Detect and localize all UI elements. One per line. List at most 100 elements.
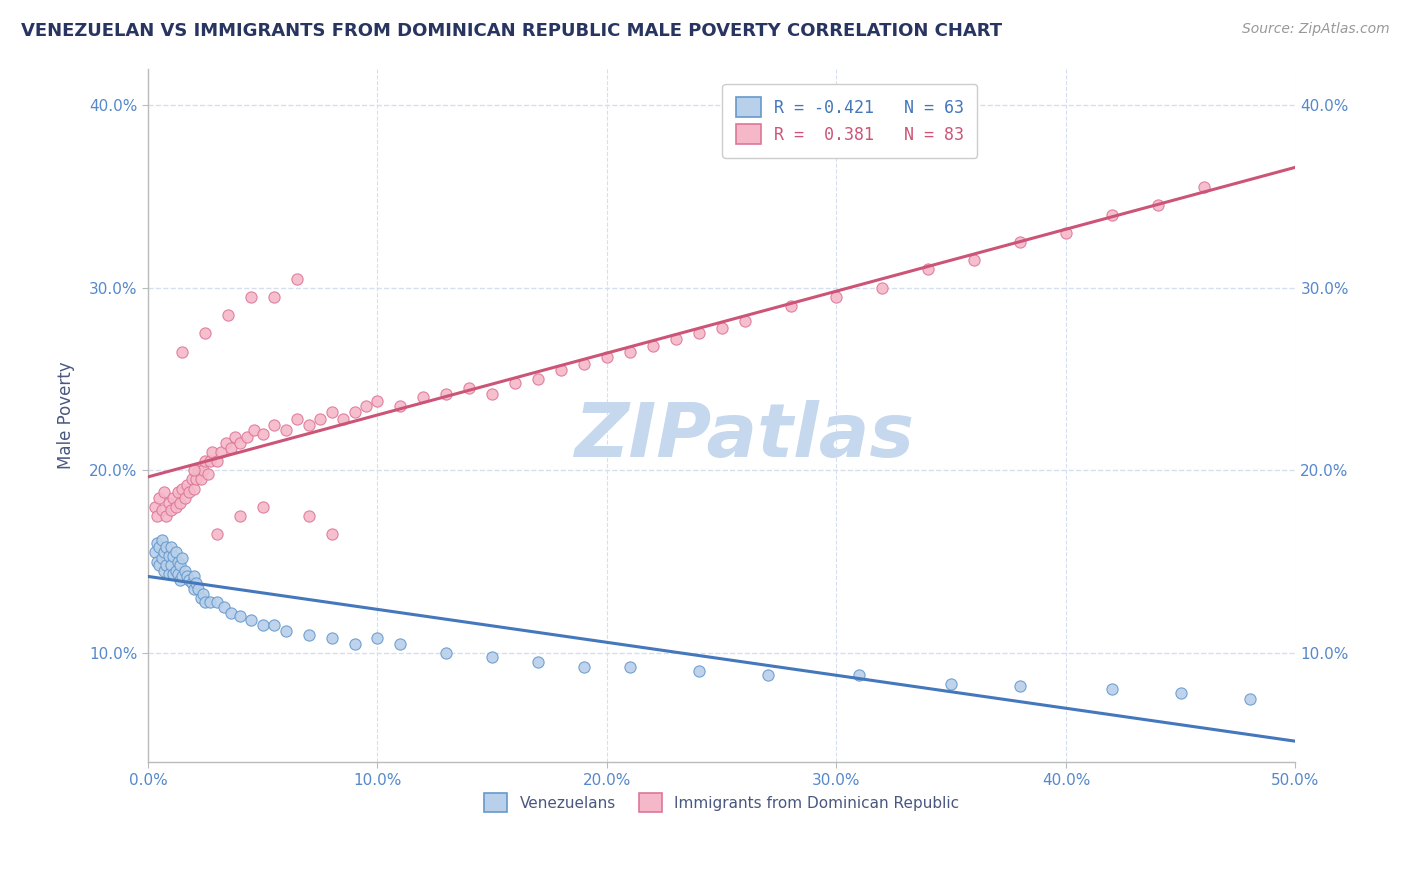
Point [212,600,235,615]
Point [155,540,177,554]
Point [162,491,184,505]
Point [848,667,870,681]
Point [190,472,212,486]
Point [165,564,187,578]
Point [187,582,209,596]
Point [274,423,297,437]
Point [1010,679,1032,693]
Point [165,545,187,559]
Point [274,624,297,638]
Point [458,381,481,395]
Point [619,660,641,674]
Point [155,558,177,573]
Point [146,536,169,550]
Point [143,500,166,514]
Point [157,567,180,582]
Point [148,558,170,573]
Point [434,386,457,401]
Point [215,435,238,450]
Point [1101,208,1123,222]
Point [176,478,198,492]
Text: ZIPatlas: ZIPatlas [575,400,915,473]
Point [1170,686,1192,700]
Point [143,545,166,559]
Point [263,417,285,432]
Point [150,503,173,517]
Point [503,376,526,390]
Point [917,262,939,277]
Point [298,627,321,641]
Point [205,595,228,609]
Point [224,430,246,444]
Point [157,496,180,510]
Point [412,390,434,404]
Point [619,344,641,359]
Point [240,613,263,627]
Point [217,308,239,322]
Point [191,587,214,601]
Point [941,677,963,691]
Point [180,472,202,486]
Point [183,582,205,596]
Point [1101,682,1123,697]
Point [157,549,180,563]
Point [166,567,188,582]
Point [285,271,308,285]
Point [198,595,221,609]
Point [194,326,217,341]
Text: Source: ZipAtlas.com: Source: ZipAtlas.com [1241,22,1389,37]
Point [688,664,710,678]
Point [235,430,257,444]
Point [389,400,412,414]
Point [434,646,457,660]
Point [1054,226,1077,240]
Point [153,485,176,500]
Point [963,253,986,268]
Point [183,463,205,477]
Point [205,454,228,468]
Point [263,618,285,632]
Point [343,637,366,651]
Point [481,386,503,401]
Text: VENEZUELAN VS IMMIGRANTS FROM DOMINICAN REPUBLIC MALE POVERTY CORRELATION CHART: VENEZUELAN VS IMMIGRANTS FROM DOMINICAN … [21,22,1002,40]
Point [201,445,224,459]
Point [183,569,205,583]
Point [169,558,191,573]
Point [198,454,221,468]
Point [153,564,176,578]
Point [194,595,217,609]
Point [825,290,848,304]
Point [179,485,201,500]
Point [389,637,412,651]
Point [162,549,184,563]
Point [1010,235,1032,249]
Point [173,564,195,578]
Point [343,405,366,419]
Point [160,503,183,517]
Point [1239,691,1261,706]
Point [219,606,242,620]
Point [191,463,214,477]
Point [146,508,169,523]
Point [596,350,619,364]
Point [229,609,252,624]
Point [332,412,354,426]
Point [160,540,183,554]
Point [710,321,733,335]
Point [298,417,321,432]
Point [150,550,173,565]
Point [688,326,710,341]
Point [186,576,208,591]
Point [321,527,343,541]
Point [309,412,332,426]
Point [242,423,264,437]
Point [527,655,550,669]
Point [366,393,388,408]
Point [172,482,194,496]
Point [194,454,217,468]
Point [321,632,343,646]
Point [169,496,191,510]
Point [169,573,191,587]
Point [366,632,388,646]
Point [872,280,894,294]
